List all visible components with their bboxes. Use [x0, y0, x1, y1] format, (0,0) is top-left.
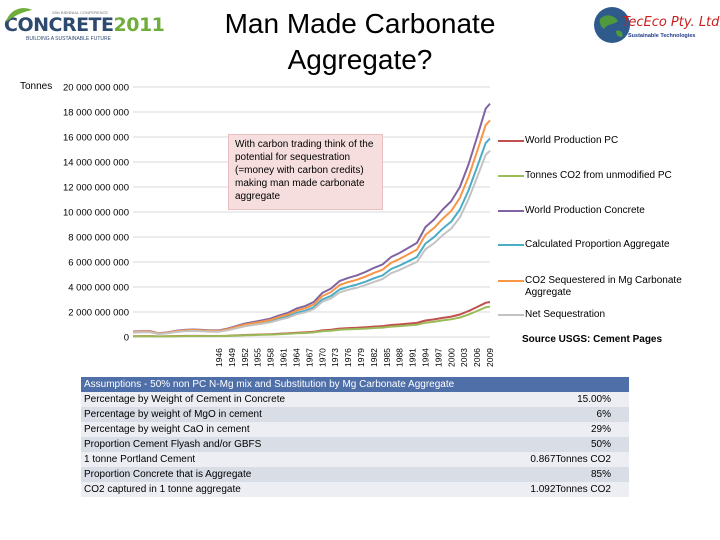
logo-year: 2011	[113, 14, 165, 36]
series-line	[132, 305, 491, 338]
row-label: 1 tonne Portland Cement	[84, 454, 196, 465]
carbon-trading-callout: With carbon trading think of the potenti…	[228, 134, 383, 210]
x-tick-label: 1994	[420, 348, 430, 367]
row-value: 29%	[590, 424, 611, 435]
row-label: Percentage by weight CaO in cement	[84, 424, 250, 435]
table-row: 1 tonne Portland Cement 0.867Tonnes CO2	[81, 452, 629, 467]
row-value: 50%	[590, 439, 611, 450]
x-tick-label: 1988	[395, 348, 405, 367]
y-gridlines	[133, 86, 490, 338]
legend-swatch	[498, 175, 524, 177]
table-row: CO2 captured in 1 tonne aggregate 1.092T…	[81, 482, 629, 497]
x-tick-label: 1982	[369, 348, 379, 367]
logo-brand: CONCRETE2011	[4, 14, 165, 36]
legend-label: Calculated Proportion Aggregate	[525, 239, 670, 250]
source-note: Source USGS: Cement Pages	[522, 334, 663, 345]
row-value: 15.00%	[577, 394, 611, 405]
x-tick-label: 1997	[433, 348, 443, 367]
legend-label: CO2 Sequestered in Mg Carbonate Aggregat…	[525, 275, 682, 298]
x-tick-label: 1946	[214, 348, 224, 367]
legend-label: Tonnes CO2 from unmodified PC	[525, 170, 672, 181]
line-chart: 0 2 000 000 000 4 000 000 000 6 000 000 000…	[63, 83, 495, 368]
x-tick-labels: 1946 1949 1952 1955 1958 1961 1964 1967 1970 1973…	[214, 348, 495, 367]
logo-brand-word: CONCRETE	[4, 14, 114, 36]
y-tick-label: 16 000 000 000	[63, 133, 129, 144]
x-tick-label: 1970	[317, 348, 327, 367]
y-tick-label: 0	[124, 333, 129, 344]
x-tick-label: 2009	[485, 348, 495, 367]
x-tick-label: 2006	[472, 348, 482, 367]
table-row: Percentage by weight CaO in cement 29%	[81, 422, 629, 437]
x-tick-label: 1964	[291, 348, 301, 367]
series-lines	[132, 102, 491, 338]
tececo-sub: Sustainable Technologies	[628, 33, 696, 39]
concrete-2011-logo: 25th BIENNIAL CONFERENCE CONCRETE2011 BU…	[4, 4, 165, 50]
y-tick-label: 18 000 000 000	[63, 108, 129, 119]
row-label: Percentage by weight of MgO in cement	[84, 409, 262, 420]
y-tick-label: 14 000 000 000	[63, 158, 129, 169]
globe-icon	[594, 7, 630, 43]
logo-small-text: 25th BIENNIAL CONFERENCE	[52, 10, 109, 15]
x-tick-label: 2003	[459, 348, 469, 367]
table-row: Proportion Concrete that is Aggregate 85…	[81, 467, 629, 482]
row-label: Proportion Cement Flyash and/or GBFS	[84, 439, 262, 450]
y-tick-label: 2 000 000 000	[68, 308, 129, 319]
row-value: 0.867Tonnes CO2	[530, 454, 611, 465]
row-value: 85%	[590, 469, 611, 480]
legend-label: World Production PC	[525, 135, 619, 146]
leaf-icon	[6, 8, 32, 22]
assumptions-header-label: Assumptions - 50% non PC N-Mg mix and Su…	[84, 379, 455, 390]
x-tick-label: 1985	[382, 348, 392, 367]
assumptions-header: Assumptions - 50% non PC N-Mg mix and Su…	[81, 377, 629, 392]
series-line	[132, 150, 491, 335]
legend-swatch	[498, 244, 524, 246]
x-tick-label: 1967	[304, 348, 314, 367]
table-row: Percentage by weight of MgO in cement 6%	[81, 407, 629, 422]
row-value: 1.092Tonnes CO2	[530, 484, 611, 495]
y-tick-label: 20 000 000 000	[63, 83, 129, 94]
y-tick-label: 6 000 000 000	[68, 258, 129, 269]
title-line-2: Aggregate?	[287, 44, 433, 75]
x-tick-label: 1949	[227, 348, 237, 367]
x-tick-label: 1961	[279, 348, 289, 367]
y-tick-label: 4 000 000 000	[68, 283, 129, 294]
row-value: 6%	[596, 409, 611, 420]
row-label: Percentage by Weight of Cement in Concre…	[84, 394, 286, 405]
table-row: Proportion Cement Flyash and/or GBFS 50%	[81, 437, 629, 452]
logo-tagline: BUILDING A SUSTAINABLE FUTURE	[26, 36, 111, 42]
x-tick-label: 1952	[240, 348, 250, 367]
assumptions-table: Assumptions - 50% non PC N-Mg mix and Su…	[81, 377, 629, 497]
legend-label: Net Sequestration	[525, 309, 606, 320]
y-tick-labels: 0 2 000 000 000 4 000 000 000 6 000 000 000…	[63, 83, 129, 344]
row-label: CO2 captured in 1 tonne aggregate	[84, 484, 241, 495]
table-row: Percentage by Weight of Cement in Concre…	[81, 392, 629, 407]
x-tick-label: 1955	[253, 348, 263, 367]
legend-swatch	[498, 140, 524, 142]
tececo-name: TecEco Pty. Ltd.	[622, 15, 720, 30]
x-tick-label: 1991	[408, 348, 418, 367]
legend-swatch	[498, 210, 524, 212]
title-line-1: Man Made Carbonate	[224, 8, 496, 39]
x-tick-label: 1979	[356, 348, 366, 367]
tececo-logo: TecEco Pty. Ltd. Sustainable Technologie…	[590, 3, 720, 49]
legend: World Production PC Tonnes CO2 from unmo…	[494, 128, 720, 328]
legend-swatch	[498, 314, 524, 316]
legend-label: World Production Concrete	[525, 205, 645, 216]
x-tick-label: 1973	[330, 348, 340, 367]
y-tick-label: 12 000 000 000	[63, 183, 129, 194]
page-title: Man Made Carbonate Aggregate?	[190, 6, 530, 78]
x-tick-label: 1976	[343, 348, 353, 367]
x-tick-label: 2000	[446, 348, 456, 367]
x-tick-label: 1958	[266, 348, 276, 367]
y-tick-label: 8 000 000 000	[68, 233, 129, 244]
y-tick-label: 10 000 000 000	[63, 208, 129, 219]
row-label: Proportion Concrete that is Aggregate	[84, 469, 252, 480]
y-axis-label: Tonnes	[20, 81, 53, 92]
legend-swatch	[498, 280, 524, 282]
